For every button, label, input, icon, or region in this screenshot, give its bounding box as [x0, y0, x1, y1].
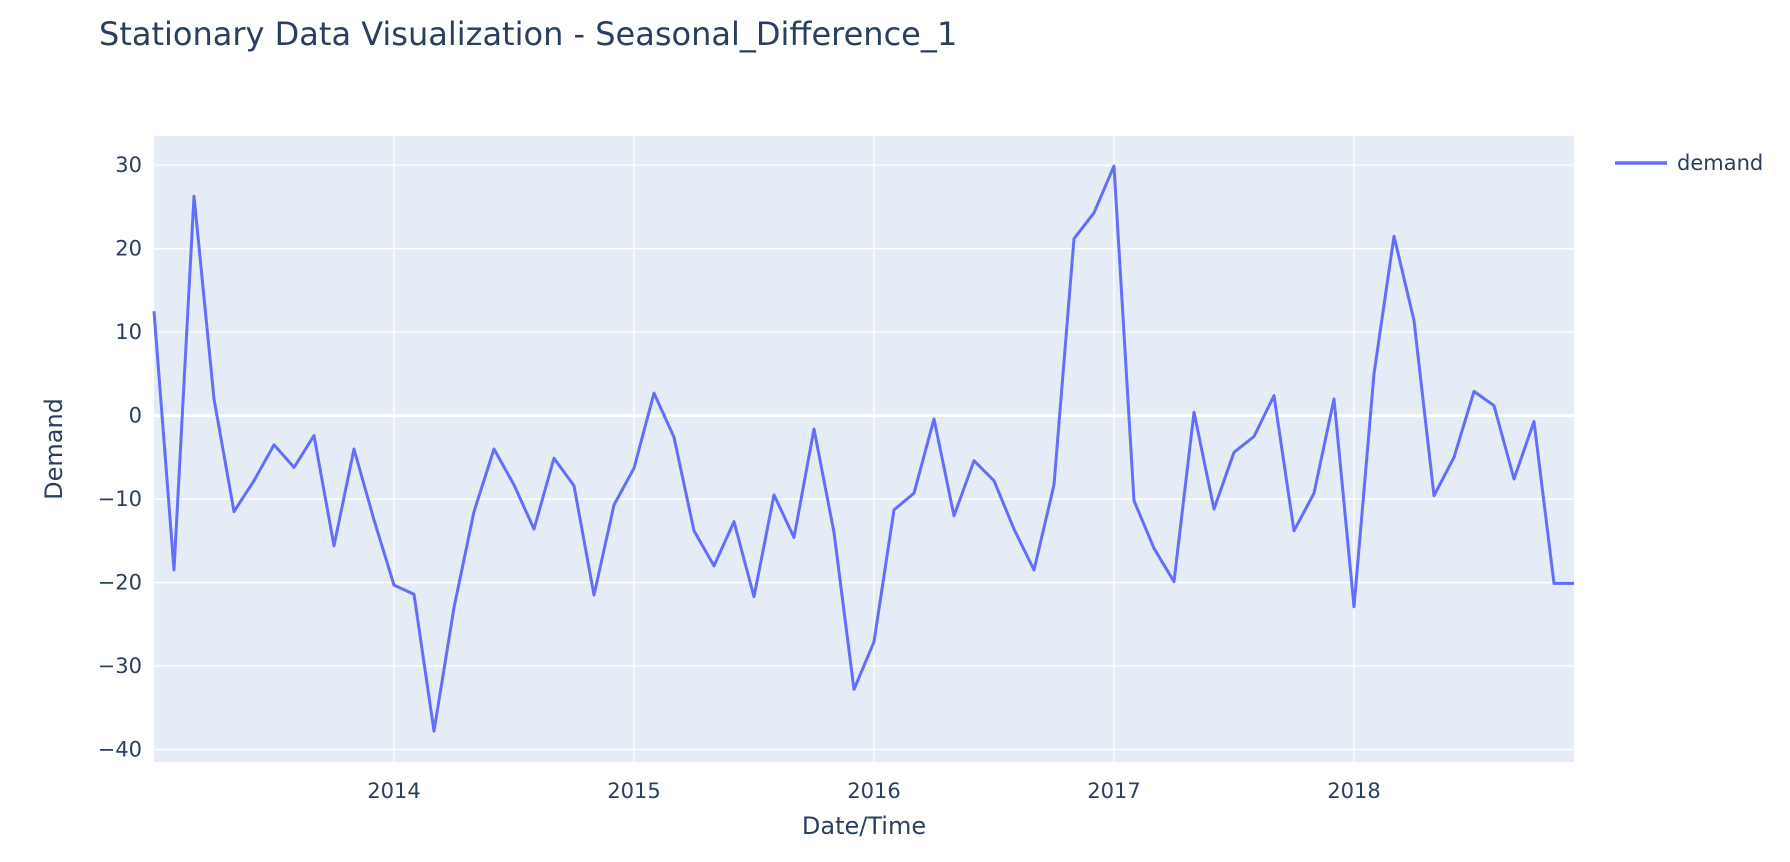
- data-point[interactable]: [392, 583, 396, 587]
- y-tick-labels: 30 20 10 0 −10 −20 −30 −40: [98, 153, 142, 761]
- y-tick-label: −40: [98, 737, 142, 761]
- data-point[interactable]: [192, 194, 196, 198]
- data-point[interactable]: [432, 729, 436, 733]
- y-tick-label: −20: [98, 571, 142, 595]
- data-point[interactable]: [932, 417, 936, 421]
- data-point[interactable]: [1332, 397, 1336, 401]
- data-point[interactable]: [1352, 605, 1356, 609]
- data-point[interactable]: [1552, 581, 1556, 585]
- data-point[interactable]: [892, 508, 896, 512]
- data-point[interactable]: [992, 479, 996, 483]
- data-point[interactable]: [772, 493, 776, 497]
- data-point[interactable]: [692, 529, 696, 533]
- data-point[interactable]: [152, 309, 156, 313]
- data-point[interactable]: [852, 687, 856, 691]
- data-point[interactable]: [252, 479, 256, 483]
- data-point[interactable]: [352, 447, 356, 451]
- data-point[interactable]: [792, 535, 796, 539]
- data-point[interactable]: [412, 592, 416, 596]
- x-tick-label: 2017: [1087, 779, 1140, 803]
- data-point[interactable]: [572, 484, 576, 488]
- data-point[interactable]: [872, 640, 876, 644]
- data-point[interactable]: [1072, 237, 1076, 241]
- y-tick-label: −10: [98, 487, 142, 511]
- data-point[interactable]: [732, 520, 736, 524]
- data-point[interactable]: [632, 466, 636, 470]
- data-point[interactable]: [972, 459, 976, 463]
- data-point[interactable]: [1052, 483, 1056, 487]
- data-point[interactable]: [332, 544, 336, 548]
- data-point[interactable]: [1152, 546, 1156, 550]
- data-point[interactable]: [1432, 494, 1436, 498]
- data-point[interactable]: [292, 465, 296, 469]
- data-point[interactable]: [552, 456, 556, 460]
- data-point[interactable]: [1372, 372, 1376, 376]
- data-point[interactable]: [1292, 529, 1296, 533]
- data-point[interactable]: [492, 447, 496, 451]
- legend[interactable]: demand: [1615, 151, 1763, 175]
- data-point[interactable]: [1132, 499, 1136, 503]
- series-line-demand[interactable]: [152, 164, 1574, 733]
- y-tick-label: 30: [115, 153, 142, 177]
- data-point[interactable]: [592, 593, 596, 597]
- data-point[interactable]: [812, 427, 816, 431]
- data-point[interactable]: [172, 568, 176, 572]
- x-axis-title: Date/Time: [802, 812, 926, 840]
- data-point[interactable]: [532, 527, 536, 531]
- data-point[interactable]: [652, 391, 656, 395]
- data-point[interactable]: [1232, 450, 1236, 454]
- data-point[interactable]: [272, 443, 276, 447]
- x-tick-label: 2014: [367, 779, 420, 803]
- data-point[interactable]: [472, 510, 476, 514]
- grid-lines: [154, 136, 1574, 762]
- y-tick-label: 20: [115, 237, 142, 261]
- data-point[interactable]: [1092, 211, 1096, 215]
- data-point[interactable]: [1572, 581, 1576, 585]
- data-point[interactable]: [912, 491, 916, 495]
- data-point[interactable]: [232, 510, 236, 514]
- data-point[interactable]: [1252, 434, 1256, 438]
- data-point[interactable]: [1472, 389, 1476, 393]
- data-point[interactable]: [512, 483, 516, 487]
- x-tick-label: 2016: [847, 779, 900, 803]
- data-point[interactable]: [612, 503, 616, 507]
- data-point[interactable]: [1452, 455, 1456, 459]
- data-point[interactable]: [832, 530, 836, 534]
- data-point[interactable]: [1272, 394, 1276, 398]
- data-point[interactable]: [1012, 527, 1016, 531]
- data-point[interactable]: [1312, 491, 1316, 495]
- data-point[interactable]: [712, 564, 716, 568]
- y-tick-label: −30: [98, 654, 142, 678]
- data-point[interactable]: [1112, 164, 1116, 168]
- x-tick-labels: 2014 2015 2016 2017 2018: [367, 779, 1380, 803]
- data-point[interactable]: [212, 397, 216, 401]
- data-point[interactable]: [1392, 234, 1396, 238]
- legend-label-demand: demand: [1677, 151, 1763, 175]
- data-point[interactable]: [1032, 568, 1036, 572]
- y-tick-label: 10: [115, 320, 142, 344]
- y-axis-title: Demand: [40, 398, 68, 500]
- x-tick-label: 2015: [607, 779, 660, 803]
- data-point[interactable]: [1512, 477, 1516, 481]
- data-point[interactable]: [1492, 404, 1496, 408]
- data-point[interactable]: [1212, 507, 1216, 511]
- y-tick-label: 0: [129, 404, 142, 428]
- data-point[interactable]: [752, 595, 756, 599]
- series-layer: [152, 164, 1576, 733]
- chart-title: Stationary Data Visualization - Seasonal…: [99, 15, 957, 53]
- data-point[interactable]: [672, 435, 676, 439]
- data-point[interactable]: [372, 518, 376, 522]
- data-point[interactable]: [1412, 318, 1416, 322]
- data-point[interactable]: [312, 434, 316, 438]
- x-tick-label: 2018: [1327, 779, 1380, 803]
- data-point[interactable]: [1532, 419, 1536, 423]
- data-point[interactable]: [1192, 410, 1196, 414]
- data-point[interactable]: [452, 606, 456, 610]
- data-point[interactable]: [952, 514, 956, 518]
- data-point[interactable]: [1172, 580, 1176, 584]
